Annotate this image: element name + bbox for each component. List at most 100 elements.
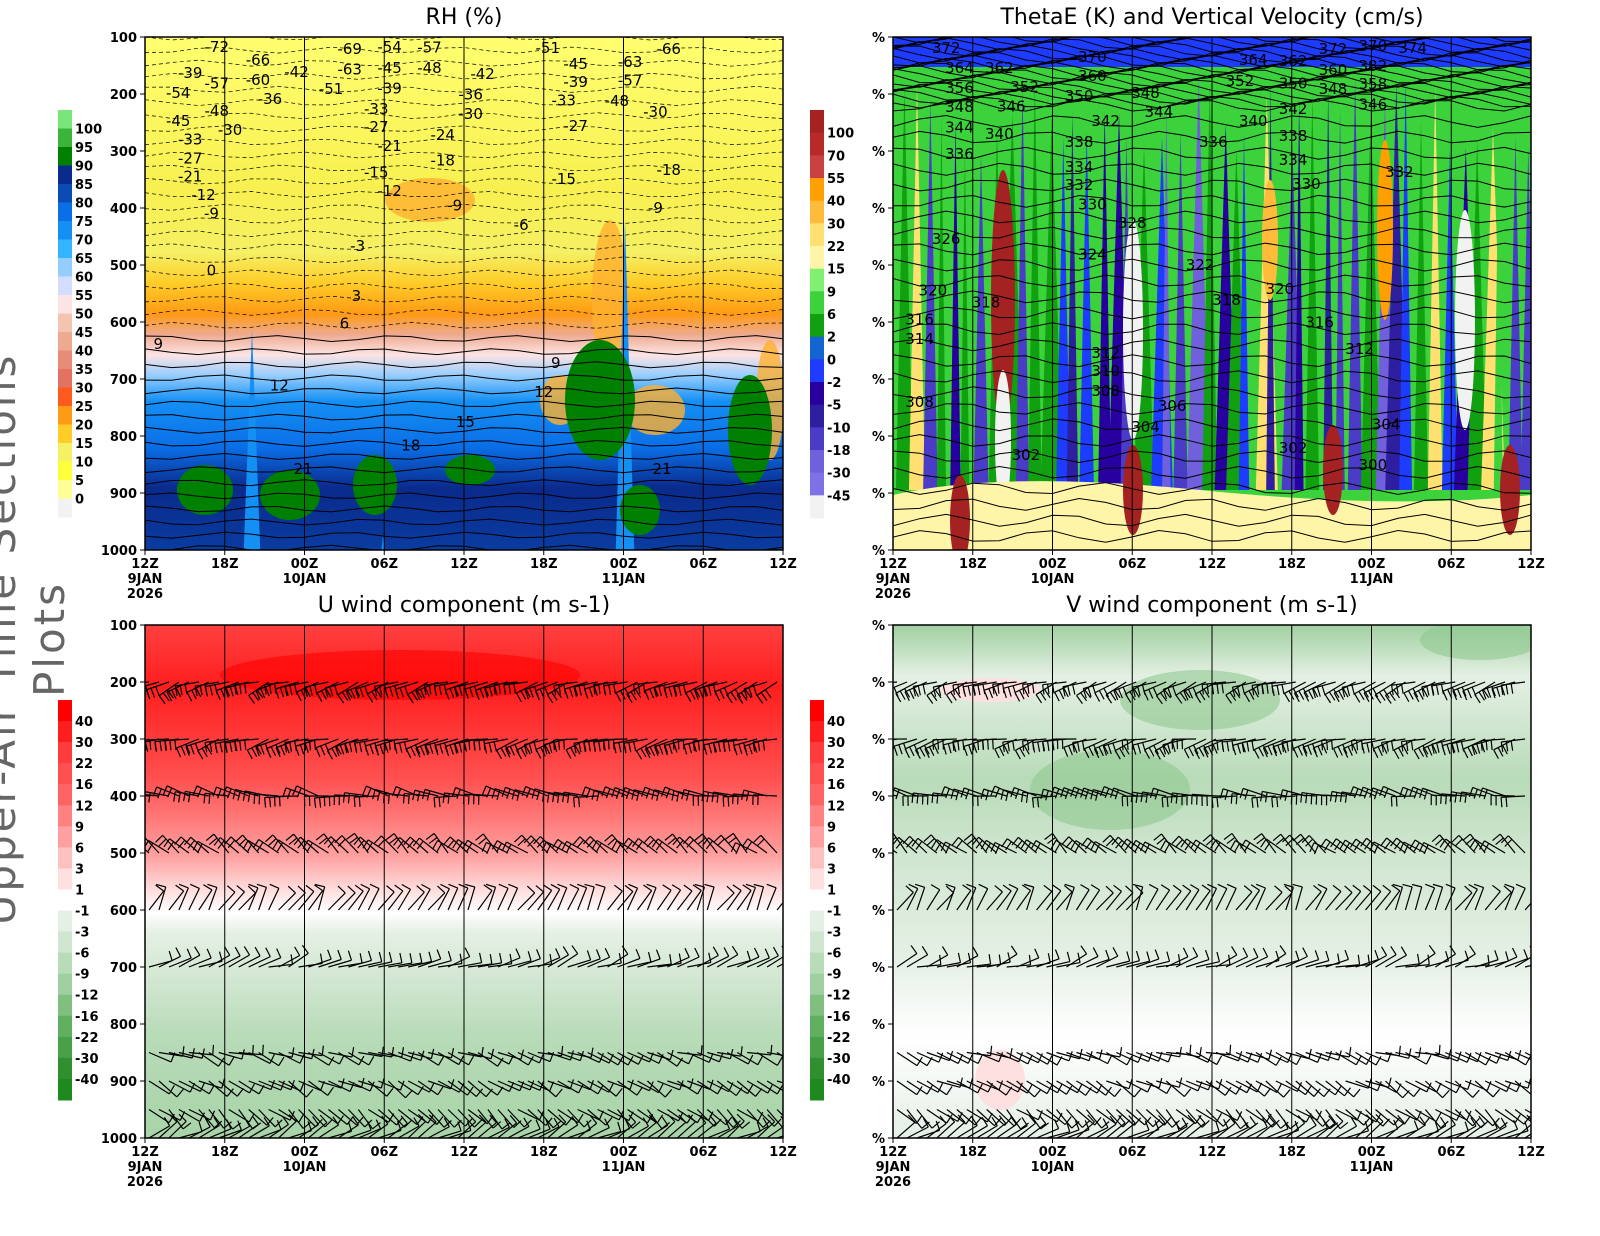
wind-barb-flag	[676, 840, 684, 849]
wind-barb-shaft	[1096, 1109, 1117, 1125]
wind-barb-flag	[1302, 744, 1308, 754]
wind-barb-flag	[296, 787, 302, 798]
wind-barb-flag	[1397, 1114, 1405, 1124]
wind-barb-shaft	[1265, 1080, 1284, 1098]
contour-label: 344	[945, 119, 974, 137]
wind-barb-flag	[1214, 842, 1221, 852]
wind-barb-flag	[206, 745, 213, 755]
wind-barb-shaft	[1355, 891, 1372, 911]
wind-barb-flag	[198, 1121, 203, 1132]
wind-barb-shaft	[1076, 1051, 1100, 1060]
contour-label: 316	[1305, 314, 1334, 332]
wind-barb-flag	[698, 1114, 707, 1124]
wind-barb-shaft	[906, 1051, 928, 1067]
wind-barb-shaft	[1454, 1125, 1477, 1138]
wind-barb-flag	[265, 834, 274, 843]
wind-barb-shaft	[1096, 1123, 1117, 1138]
wind-barb-flag	[578, 1083, 584, 1094]
wind-barb-shaft	[766, 1080, 783, 1092]
wind-barb-flag	[378, 951, 383, 962]
wind-barb-shaft	[966, 963, 991, 968]
wind-barb-flag	[997, 683, 1000, 694]
wind-barb-shaft	[760, 834, 778, 854]
colorbar-label: 30	[75, 382, 93, 397]
wind-barb-shaft	[1325, 891, 1342, 911]
wind-barb-flag	[1282, 834, 1291, 843]
colorbar-label: -16	[75, 1010, 99, 1025]
wind-barb-flag	[683, 684, 687, 695]
colorbar-swatch	[810, 223, 824, 247]
wind-barb-shaft	[1305, 1080, 1325, 1098]
wind-barb-flag	[1422, 748, 1428, 758]
wind-barb-flag	[1251, 685, 1255, 696]
wind-barb-shaft	[956, 1051, 979, 1065]
colorbar-label: 1	[827, 883, 836, 898]
wind-barb-flag	[1451, 687, 1457, 697]
contour-label: 334	[1279, 151, 1308, 169]
wind-barb-flag	[776, 1056, 783, 1066]
wind-barb-flag	[1313, 844, 1320, 855]
wind-barb-flag	[1361, 743, 1365, 754]
wind-barb-flag	[1063, 747, 1069, 757]
contour-label: -63	[618, 53, 643, 71]
colorbar-swatch	[810, 700, 824, 722]
wind-barb-shaft	[616, 840, 638, 854]
wind-barb-shaft	[374, 681, 399, 687]
wind-barb-flag	[1154, 750, 1161, 760]
wind-barb-flag	[1256, 684, 1260, 695]
wind-barb-flag	[745, 791, 750, 802]
wind-barb-flag	[1413, 842, 1420, 852]
wind-barb-shaft	[1424, 887, 1436, 911]
thetae-velocity-column	[923, 99, 938, 491]
wind-barb-flag	[992, 739, 994, 750]
wind-barb-shaft	[746, 957, 770, 968]
wind-barb-flag	[1160, 692, 1167, 702]
wind-barb-flag	[1084, 689, 1092, 699]
wind-barb-shaft	[656, 1121, 676, 1138]
y-tick-label: 100	[110, 31, 137, 46]
wind-barb-flag	[595, 949, 601, 959]
colorbar-label: 0	[827, 353, 836, 368]
wind-barb-shaft	[587, 1051, 610, 1064]
colorbar-swatch	[58, 276, 72, 296]
wind-barb-flag	[1162, 744, 1167, 755]
wind-barb-shaft	[198, 1080, 222, 1089]
wind-barb-flag	[735, 1087, 743, 1096]
wind-barb-flag	[275, 744, 281, 754]
wind-barb-flag	[1090, 841, 1096, 851]
wind-barb-shaft	[617, 1080, 638, 1096]
wind-barb-flag	[1167, 1052, 1173, 1063]
wind-barb-shaft	[537, 1109, 554, 1129]
wind-barb-flag	[255, 745, 262, 755]
contour-label: -69	[337, 40, 362, 58]
wind-barb-flag	[1160, 884, 1170, 891]
date-label: 10JAN	[283, 1160, 327, 1175]
wind-barb-flag	[1092, 947, 1099, 957]
wind-barb-shaft	[238, 1080, 260, 1095]
wind-barb-flag	[1114, 789, 1119, 800]
contour-label: -36	[258, 90, 283, 108]
wind-barb-flag	[419, 952, 423, 963]
wind-barb-shaft	[686, 890, 702, 911]
wind-barb-shaft	[1155, 889, 1171, 911]
wind-barb-flag	[967, 685, 971, 696]
wind-barb-flag	[1132, 687, 1136, 698]
wind-barb-flag	[730, 842, 737, 852]
wind-barb-flag	[1124, 841, 1132, 851]
wind-barb-flag	[1000, 789, 1004, 800]
x-tick-label: 18Z	[530, 557, 558, 572]
wind-barb-flag	[1046, 1084, 1053, 1094]
wind-barb-shaft	[1325, 958, 1349, 968]
wind-barb-flag	[485, 883, 496, 888]
wind-barb-flag	[685, 692, 692, 702]
contour-label: 326	[932, 230, 961, 248]
wind-barb-flag	[1388, 1077, 1392, 1088]
contour-label: 9	[551, 354, 561, 372]
wind-barb-flag	[1103, 687, 1110, 698]
wind-barb-shaft	[577, 1108, 600, 1121]
wind-barb-shaft	[486, 841, 509, 854]
wind-barb-flag	[736, 694, 744, 704]
wind-barb-flag	[155, 686, 160, 697]
wind-barb-flag	[424, 745, 429, 756]
wind-barb-shaft	[168, 1120, 187, 1138]
